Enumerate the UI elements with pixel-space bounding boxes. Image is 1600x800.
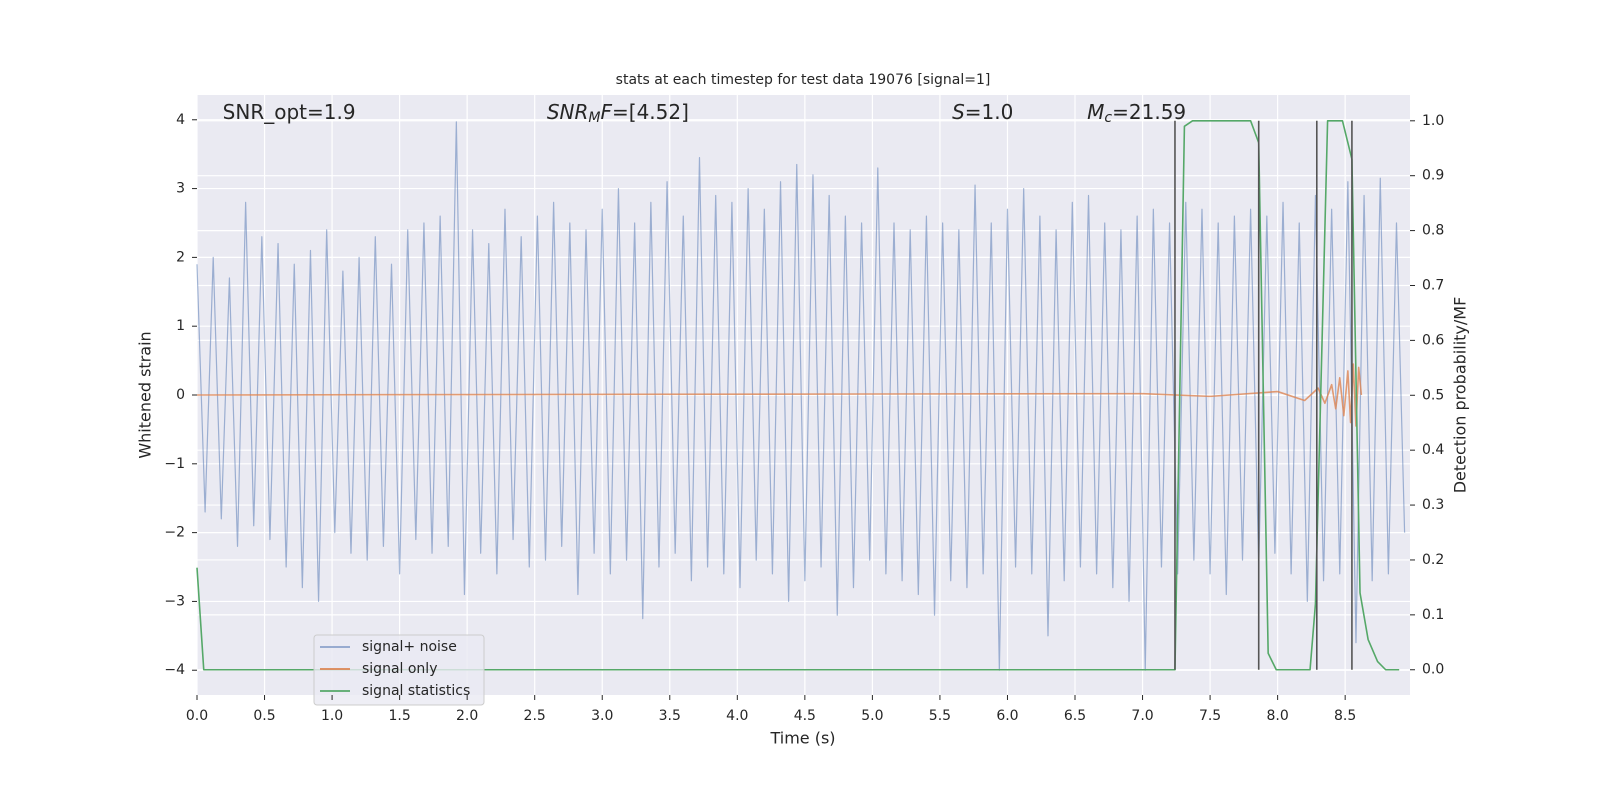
series-line (196, 363, 1363, 427)
y2-tick-label: 0.8 (1422, 223, 1444, 239)
legend-label: signal statistics (362, 683, 470, 699)
y-tick-label: −4 (164, 662, 185, 678)
y2-tick-label: 0.2 (1422, 552, 1444, 568)
y2-tick-label: 1.0 (1422, 113, 1444, 129)
y-tick-label: 3 (176, 181, 185, 197)
annotation-part: SNR_opt=1.9 (223, 99, 356, 123)
x-tick-label: 0.5 (253, 708, 275, 724)
x-tick-label: 2.0 (456, 708, 478, 724)
y2-tick-label: 0.1 (1422, 607, 1444, 623)
annotation-part: =1.0 (965, 99, 1014, 123)
x-tick-label: 6.0 (996, 708, 1018, 724)
marks (196, 120, 1406, 671)
y2-tick-label: 0.3 (1422, 497, 1444, 513)
x-tick-label: 7.0 (1131, 708, 1153, 724)
annotation: Mc=21.59 (1087, 99, 1186, 126)
x-tick-label: 4.5 (794, 708, 816, 724)
legend-label: signal only (362, 661, 437, 677)
y2-tick-label: 0.6 (1422, 332, 1444, 348)
y2-tick-label: 0.5 (1422, 387, 1444, 403)
annotation: S=1.0 (952, 99, 1013, 123)
y-tick-label: 0 (176, 387, 185, 403)
annotation-part: S (952, 99, 965, 123)
annotation-part: M (588, 110, 600, 126)
y2-tick-label: 0.9 (1422, 168, 1444, 184)
y-tick-label: −2 (164, 525, 185, 541)
series-line (196, 120, 1400, 671)
annotation-part: F (601, 99, 613, 123)
y-tick-label: −1 (164, 456, 185, 472)
annotation: SNR_opt=1.9 (223, 99, 356, 123)
legend-label: signal+ noise (362, 639, 457, 655)
x-tick-label: 3.0 (591, 708, 613, 724)
grid (196, 95, 1410, 695)
chart-title: stats at each timestep for test data 190… (616, 72, 991, 88)
y2-tick-label: 0.7 (1422, 277, 1444, 293)
x-tick-label: 1.5 (388, 708, 410, 724)
annotation-part: SNR (547, 99, 589, 123)
y-tick-label: 4 (176, 112, 185, 128)
y-axis-label: Whitened strain (136, 331, 155, 458)
x-tick-label: 5.5 (929, 708, 951, 724)
x-tick-label: 4.0 (726, 708, 748, 724)
x-tick-label: 6.5 (1064, 708, 1086, 724)
annotation-part: =[4.52] (612, 99, 689, 123)
legend: signal+ noise signal only signal statistic… (313, 634, 485, 706)
x-tick-label: 0.0 (186, 708, 208, 724)
x-tick-label: 8.0 (1266, 708, 1288, 724)
x-tick-label: 1.0 (321, 708, 343, 724)
y2-tick-label: 0.4 (1422, 442, 1444, 458)
x-tick-label: 3.5 (659, 708, 681, 724)
annotation: SNRMF=[4.52] (547, 99, 689, 126)
x-tick-label: 2.5 (524, 708, 546, 724)
x-tick-label: 8.5 (1334, 708, 1356, 724)
annotation-part: c (1104, 110, 1112, 126)
x-tick-label: 5.0 (861, 708, 883, 724)
y-tick-label: 1 (176, 318, 185, 334)
x-tick-label: 7.5 (1199, 708, 1221, 724)
y2-axis-label: Detection probability/MF (1451, 297, 1470, 494)
series-line (196, 121, 1406, 671)
annotation-part: =21.59 (1112, 99, 1186, 123)
x-axis-label: Time (s) (769, 729, 835, 748)
y-tick-label: −3 (164, 593, 185, 609)
y-tick-label: 2 (176, 249, 185, 265)
legend-box (313, 634, 485, 706)
y2-tick-label: 0.0 (1422, 662, 1444, 678)
annotation-part: M (1087, 99, 1104, 123)
